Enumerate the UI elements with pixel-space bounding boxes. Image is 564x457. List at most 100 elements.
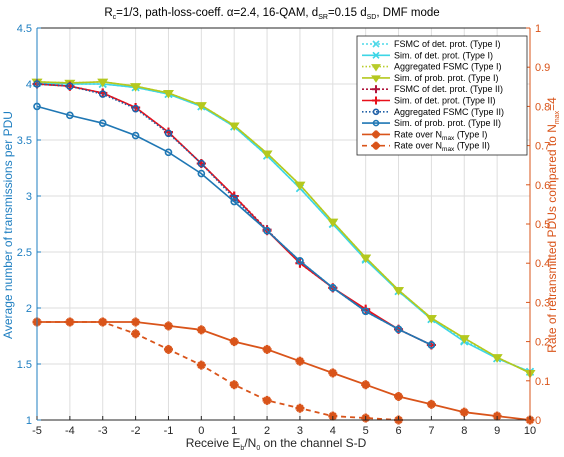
legend-label: Sim. of prob. prot. (Type I) xyxy=(394,73,499,83)
x-tick-label: 10 xyxy=(524,425,536,437)
data-point xyxy=(229,337,239,347)
legend-item: Aggregated FSMC (Type I) xyxy=(362,62,502,72)
series-line xyxy=(37,321,531,421)
data-point xyxy=(98,119,107,127)
x-tick-label: -5 xyxy=(32,425,42,437)
data-point xyxy=(230,197,238,206)
legend-swatch-marker xyxy=(372,51,380,59)
data-point xyxy=(163,321,173,331)
legend-item: Sim. of prob. prot. (Type II) xyxy=(362,118,501,128)
legend-label: Sim. of det. prot. (Type II) xyxy=(394,96,496,106)
legend-item: Sim. of det. prot. (Type II) xyxy=(362,96,496,106)
legend-swatch-marker xyxy=(372,130,380,139)
series-9 xyxy=(32,317,404,425)
data-point xyxy=(361,307,370,316)
y-left-tick-label: 3 xyxy=(26,191,32,203)
data-point xyxy=(229,380,239,390)
data-point xyxy=(393,287,404,296)
y-right-tick-label: 0.6 xyxy=(535,180,550,192)
data-point xyxy=(163,344,173,354)
series-8 xyxy=(32,317,535,425)
y-left-tick-label: 4 xyxy=(26,79,32,91)
y-left-tick-label: 1.5 xyxy=(17,359,32,371)
data-point xyxy=(66,111,74,120)
legend-swatch-marker xyxy=(372,40,380,48)
y-axis-right-label: Rate of retransmitted PDUs compared to N… xyxy=(545,97,561,353)
y-axis-left-label: Average number of transmissions per PDU xyxy=(1,111,15,339)
axes xyxy=(36,27,531,421)
data-point xyxy=(197,169,206,178)
x-axis-label: Receive Eb/N0 on the channel S-D xyxy=(186,436,367,452)
data-point xyxy=(163,89,174,99)
data-point xyxy=(65,317,75,327)
y-right-tick-label: 1 xyxy=(535,23,541,35)
data-point xyxy=(491,354,503,363)
x-tick-label: 9 xyxy=(494,425,500,437)
legend-label: Rate over Nmax (Type II) xyxy=(394,141,490,154)
data-point xyxy=(394,391,404,401)
data-point xyxy=(195,102,207,111)
tick-labels: -5 -4 -3 -2 -1 0 1 2 3 4 5 6 7 8 9 10 1 1.5 2 2.5 3 3.5 4 4.5 0 0… xyxy=(17,23,551,437)
data-point xyxy=(425,315,437,324)
y-left-tick-label: 2 xyxy=(26,303,32,315)
legend-swatch-marker xyxy=(372,108,380,116)
y-right-tick-label: 0.1 xyxy=(535,376,550,388)
x-tick-label: 4 xyxy=(330,425,336,437)
data-point xyxy=(361,380,371,390)
data-point xyxy=(262,395,272,405)
y-right-tick-label: 0.4 xyxy=(535,258,550,270)
y-left-tick-label: 2.5 xyxy=(17,247,32,259)
legend-label: Sim. of det. prot. (Type I) xyxy=(394,50,493,60)
data-point xyxy=(98,317,108,327)
series-line xyxy=(36,105,432,346)
data-point xyxy=(459,407,469,417)
data-point xyxy=(327,218,339,228)
y-right-tick-label: 0.9 xyxy=(535,62,550,74)
y-right-tick-label: 0.7 xyxy=(535,141,550,153)
legend-swatch-marker xyxy=(372,85,380,94)
legend-label: Sim. of prob. prot. (Type II) xyxy=(394,118,501,128)
legend: FSMC of det. prot. (Type I)Sim. of det. … xyxy=(356,35,528,156)
y-right-tick-label: 0.5 xyxy=(535,219,550,231)
y-left-tick-label: 4.5 xyxy=(17,23,32,35)
data-point xyxy=(263,226,271,235)
x-tick-label: -1 xyxy=(164,425,174,437)
x-tick-label: -2 xyxy=(131,425,141,437)
data-point xyxy=(427,341,436,349)
data-point xyxy=(131,329,141,339)
legend-item: Rate over Nmax (Type II) xyxy=(362,141,490,154)
series-line xyxy=(36,82,531,373)
data-point xyxy=(458,335,470,344)
x-tick-label: -3 xyxy=(98,425,108,437)
legend-item: Sim. of prob. prot. (Type I) xyxy=(362,73,499,83)
legend-item: Sim. of det. prot. (Type I) xyxy=(362,50,493,60)
y-right-tick-label: 0.8 xyxy=(535,101,550,113)
y-right-tick-label: 0 xyxy=(535,415,541,427)
data-point xyxy=(328,368,338,378)
data-point xyxy=(66,82,74,91)
data-point xyxy=(295,403,305,413)
x-tick-label: 1 xyxy=(231,425,237,437)
data-point xyxy=(130,83,142,92)
x-tick-label: 7 xyxy=(428,425,434,437)
legend-label: Aggregated FSMC (Type I) xyxy=(394,62,502,72)
legend-label: FSMC of det. prot. (Type I) xyxy=(394,39,501,49)
data-point xyxy=(228,122,240,131)
data-point xyxy=(131,317,141,327)
x-tick-label: -4 xyxy=(65,425,75,437)
data-point xyxy=(98,90,107,98)
y-right-tick-label: 0.2 xyxy=(535,337,550,349)
legend-swatch-marker xyxy=(372,119,380,127)
legend-label: Aggregated FSMC (Type II) xyxy=(394,107,504,117)
legend-swatch-marker xyxy=(371,75,381,83)
data-point xyxy=(97,78,109,88)
legend-item: FSMC of det. prot. (Type I) xyxy=(362,39,501,49)
series-line xyxy=(37,321,399,421)
legend-swatch-marker xyxy=(372,141,380,150)
legend-item: FSMC of det. prot. (Type II) xyxy=(362,84,503,94)
x-tick-label: 6 xyxy=(395,425,401,437)
data-point xyxy=(164,148,173,157)
legend-item: Rate over Nmax (Type I) xyxy=(362,129,487,142)
data-point xyxy=(131,131,140,140)
